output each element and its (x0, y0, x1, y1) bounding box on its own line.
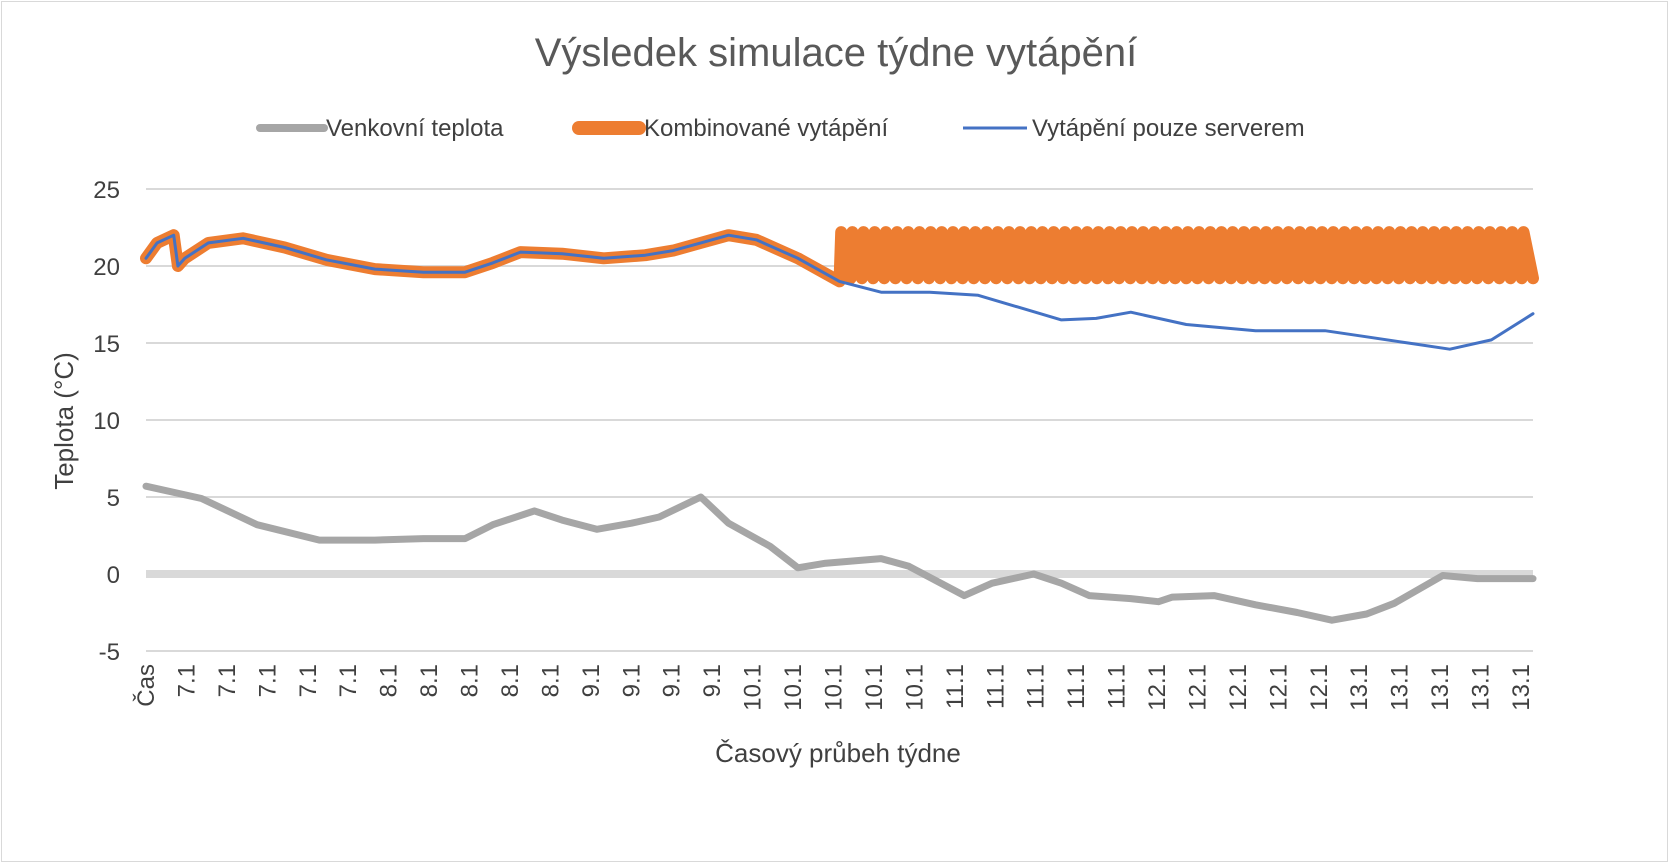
x-tick-label: 7.1 (295, 664, 322, 697)
legend-item-kombinovane: Kombinované vytápění (572, 115, 888, 142)
x-tick-label: 10.1 (821, 664, 848, 711)
y-tick-label: 15 (93, 331, 120, 358)
x-tick-label: 8.1 (416, 664, 443, 697)
x-tick-label: Čas (132, 664, 160, 707)
x-tick-label: 8.1 (376, 664, 403, 697)
x-tick-label: 7.1 (335, 664, 362, 697)
chart-title: Výsledek simulace týdne vytápění (535, 31, 1138, 75)
x-tick-label: 10.1 (780, 664, 807, 711)
legend: Venkovní teplota Kombinované vytápění Vy… (256, 115, 1305, 142)
x-tick-label: 12.1 (1265, 664, 1292, 711)
x-tick-label: 9.1 (578, 664, 605, 697)
y-tick-label: 5 (107, 485, 120, 512)
x-tick-label: 9.1 (618, 664, 645, 697)
x-tick-label: 8.1 (537, 664, 564, 697)
x-tick-label: 11.1 (1063, 664, 1090, 709)
x-tick-label: 12.1 (1184, 664, 1211, 711)
x-tick-label: 12.1 (1306, 664, 1333, 711)
y-tick-label: 25 (93, 177, 120, 204)
x-tick-label: 11.1 (1104, 664, 1131, 709)
x-tick-label: 9.1 (659, 664, 686, 697)
legend-item-server: Vytápění pouze serverem (963, 115, 1305, 142)
legend-label-kombinovane: Kombinované vytápění (644, 115, 888, 142)
x-tick-label: 12.1 (1225, 664, 1252, 711)
x-tick-label: 7.1 (214, 664, 241, 697)
x-tick-label: 7.1 (173, 664, 200, 697)
x-tick-label: 11.1 (982, 664, 1009, 709)
legend-label-venkovni: Venkovní teplota (326, 115, 504, 142)
series-lines (140, 226, 1539, 624)
x-axis-title: Časový průbeh týdne (715, 738, 961, 768)
y-tick-label: 10 (93, 408, 120, 435)
x-tick-label: 13.1 (1427, 664, 1454, 711)
series-venkovni-teplota-line (142, 482, 1537, 624)
x-tick-label: 13.1 (1346, 664, 1373, 711)
legend-label-server: Vytápění pouze serverem (1032, 115, 1305, 142)
x-tick-label: 9.1 (699, 664, 726, 697)
x-tick-label: 10.1 (740, 664, 767, 711)
series-vytapeni-serverem-line (144, 233, 1535, 351)
x-tick-label: 10.1 (901, 664, 928, 711)
x-tick-label: 8.1 (457, 664, 484, 697)
x-tick-label: 10.1 (861, 664, 888, 711)
y-axis-title: Teplota (°C) (49, 352, 79, 490)
legend-item-venkovni: Venkovní teplota (256, 115, 504, 142)
series-kombinovane-vytapeni-line (140, 226, 1539, 288)
x-tick-label: 13.1 (1468, 664, 1495, 711)
x-axis-ticks: Čas 7.1 7.1 7.1 7.1 7.1 8.1 8.1 8.1 8.1 8.1 9.1 9.1 9… (132, 664, 1535, 711)
x-tick-label: 7.1 (254, 664, 281, 697)
x-tick-label: 12.1 (1144, 664, 1171, 711)
x-tick-label: 13.1 (1387, 664, 1414, 711)
y-tick-label: 0 (107, 562, 120, 589)
x-tick-label: 11.1 (1023, 664, 1050, 709)
x-tick-label: 11.1 (942, 664, 969, 709)
x-tick-label: 8.1 (497, 664, 524, 697)
y-tick-label: -5 (99, 639, 120, 666)
y-tick-label: 20 (93, 254, 120, 281)
x-tick-label: 13.1 (1508, 664, 1535, 711)
y-axis-ticks: 25 20 15 10 5 0 -5 (93, 177, 120, 666)
